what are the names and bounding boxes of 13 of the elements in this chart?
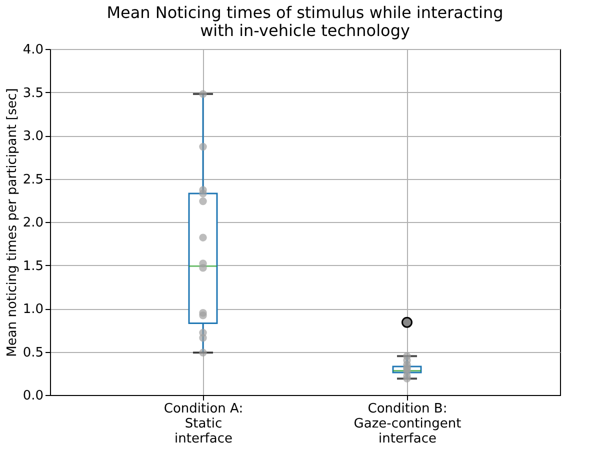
y-tick-label: 4.0 (22, 42, 44, 58)
y-axis-title: Mean noticing times per participant [sec] (4, 88, 20, 357)
y-tick-label: 3.0 (22, 129, 44, 144)
x-tick-label: Condition B: Gaze-contingent interface (354, 402, 462, 446)
y-tick-label: 2.5 (22, 172, 44, 188)
y-tick-label: 1.5 (22, 258, 44, 274)
y-tick-label: 3.5 (22, 86, 44, 101)
y-tick-label: 0.5 (22, 345, 44, 360)
y-tick-label: 0.0 (22, 388, 44, 404)
y-tick-label: 2.0 (22, 216, 44, 230)
chart-title: Mean Noticing times of stimulus while interacting with in-vehicle technology (106, 3, 504, 40)
x-tick-label: Condition A: Static interface (164, 402, 244, 446)
y-tick-label: 1.0 (22, 302, 44, 317)
